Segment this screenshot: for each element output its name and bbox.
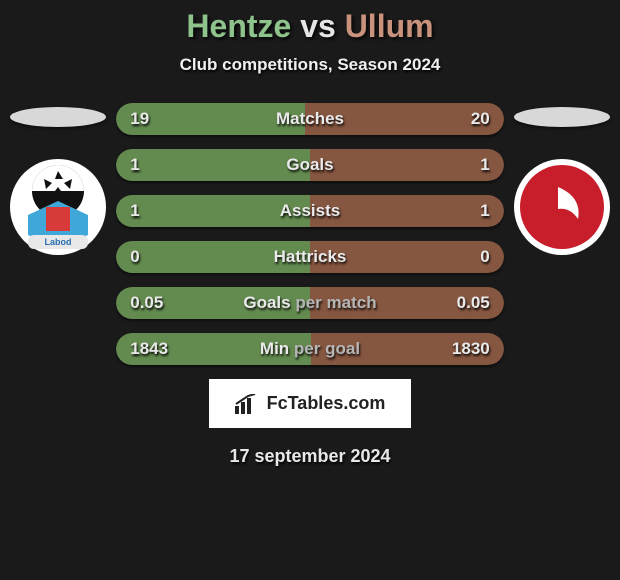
stat-value-left: 0 bbox=[130, 241, 139, 273]
stat-bar-right bbox=[310, 241, 504, 273]
fctables-logo-icon bbox=[235, 394, 259, 414]
page-title: Hentze vs Ullum bbox=[186, 8, 433, 45]
stat-row: 1920Matches bbox=[116, 103, 504, 135]
stat-value-left: 1 bbox=[130, 195, 139, 227]
stat-value-left: 0.05 bbox=[130, 287, 163, 319]
stat-value-right: 20 bbox=[471, 103, 490, 135]
stat-value-right: 0 bbox=[480, 241, 489, 273]
stat-value-right: 1 bbox=[480, 195, 489, 227]
stats-column: 1920Matches11Goals11Assists00Hattricks0.… bbox=[116, 103, 504, 365]
stat-value-left: 1843 bbox=[130, 333, 168, 365]
brand-text: FcTables.com bbox=[267, 393, 386, 414]
stat-bar-left bbox=[116, 149, 310, 181]
stat-value-right: 1830 bbox=[452, 333, 490, 365]
stat-row: 0.050.05Goals per match bbox=[116, 287, 504, 319]
subtitle: Club competitions, Season 2024 bbox=[180, 55, 441, 75]
club-badge-labod-icon: Labod bbox=[8, 157, 108, 257]
player2-name: Ullum bbox=[345, 8, 434, 44]
stat-bar-left bbox=[116, 195, 310, 227]
stat-bar-left bbox=[116, 241, 310, 273]
stat-bar-right bbox=[310, 195, 504, 227]
stat-value-left: 19 bbox=[130, 103, 149, 135]
stat-row: 18431830Min per goal bbox=[116, 333, 504, 365]
comparison-card: Hentze vs Ullum Club competitions, Seaso… bbox=[0, 0, 620, 467]
player2-club-badge bbox=[512, 157, 612, 257]
stat-bar-right bbox=[310, 149, 504, 181]
stat-row: 00Hattricks bbox=[116, 241, 504, 273]
stat-value-right: 0.05 bbox=[457, 287, 490, 319]
stat-value-left: 1 bbox=[130, 149, 139, 181]
player1-name-plate bbox=[10, 107, 106, 127]
stat-value-right: 1 bbox=[480, 149, 489, 181]
main-layout: Labod 1920Matches11Goals11Assists00Hattr… bbox=[0, 103, 620, 365]
club-badge-red-icon bbox=[512, 157, 612, 257]
vs-text: vs bbox=[300, 8, 336, 44]
brand-box: FcTables.com bbox=[209, 379, 412, 428]
date-text: 17 september 2024 bbox=[229, 446, 390, 467]
left-side: Labod bbox=[0, 103, 116, 257]
player1-name: Hentze bbox=[186, 8, 291, 44]
right-side bbox=[504, 103, 620, 257]
player1-club-badge: Labod bbox=[8, 157, 108, 257]
svg-text:Labod: Labod bbox=[45, 237, 72, 247]
player2-name-plate bbox=[514, 107, 610, 127]
stat-row: 11Goals bbox=[116, 149, 504, 181]
stat-row: 11Assists bbox=[116, 195, 504, 227]
